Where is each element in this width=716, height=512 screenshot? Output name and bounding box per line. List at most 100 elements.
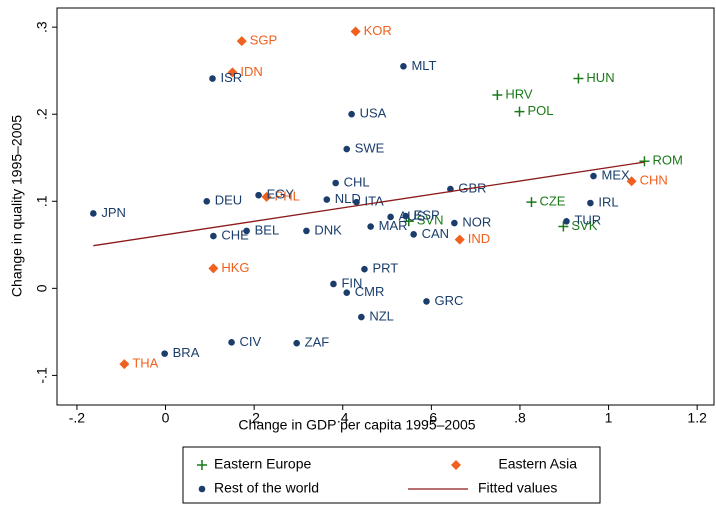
legend-symbol bbox=[197, 460, 207, 470]
point-label: DNK bbox=[314, 222, 342, 237]
point-label: BRA bbox=[173, 345, 200, 360]
point-label: CIV bbox=[240, 334, 262, 349]
point bbox=[573, 73, 584, 84]
point bbox=[387, 213, 394, 221]
point-label: IRL bbox=[598, 194, 618, 209]
point bbox=[255, 191, 262, 199]
point bbox=[410, 231, 417, 238]
y-tick-label: 0 bbox=[34, 284, 50, 292]
point-label: ITA bbox=[364, 194, 384, 209]
point-label: BEL bbox=[255, 222, 280, 237]
point bbox=[451, 219, 458, 227]
legend-symbol bbox=[198, 485, 206, 493]
point bbox=[558, 221, 569, 232]
point-label: IDN bbox=[240, 64, 262, 79]
legend-label: Eastern Asia bbox=[498, 456, 577, 472]
point bbox=[367, 223, 374, 230]
point bbox=[590, 172, 597, 180]
point-label: HKG bbox=[221, 260, 249, 275]
plot-frame bbox=[56, 7, 715, 406]
point bbox=[361, 265, 368, 273]
point bbox=[423, 298, 430, 305]
point bbox=[208, 263, 219, 274]
point-label: CHL bbox=[344, 174, 370, 189]
point-label: AUS bbox=[399, 208, 426, 223]
x-tick-label: 1.2 bbox=[687, 410, 707, 426]
point bbox=[343, 289, 351, 296]
point-label: NZL bbox=[369, 309, 394, 324]
x-tick-label: .4 bbox=[337, 410, 349, 426]
point-label: CHE bbox=[221, 228, 249, 243]
y-tick-label: .1 bbox=[34, 195, 50, 207]
y-tick-label: .2 bbox=[34, 108, 50, 120]
point bbox=[639, 156, 650, 167]
y-tick-label: .3 bbox=[34, 21, 50, 33]
point bbox=[403, 216, 414, 227]
fit-line bbox=[93, 161, 645, 247]
legend-label: Rest of the world bbox=[214, 480, 319, 496]
point bbox=[323, 196, 331, 203]
point-label: SVN bbox=[417, 213, 444, 228]
x-tick-label: 0 bbox=[162, 410, 170, 426]
point bbox=[454, 234, 465, 245]
point-label: JPN bbox=[101, 205, 126, 220]
x-tick-label: 1 bbox=[605, 410, 613, 426]
x-axis-title: Change in GDP per capita 1995–2005 bbox=[238, 417, 475, 433]
point bbox=[587, 199, 594, 207]
point-label: USA bbox=[360, 106, 387, 121]
point-label: CHN bbox=[640, 173, 668, 188]
point-label: IND bbox=[468, 231, 490, 246]
point bbox=[228, 339, 235, 346]
point bbox=[119, 359, 130, 370]
point-label: THA bbox=[132, 356, 158, 371]
point-label: SWE bbox=[355, 140, 385, 155]
point-label: SVK bbox=[571, 218, 597, 233]
point-label: FIN bbox=[341, 275, 362, 290]
x-tick-label: .2 bbox=[248, 410, 260, 426]
point bbox=[203, 197, 211, 205]
point bbox=[210, 232, 217, 240]
point bbox=[526, 197, 537, 208]
x-tick-label: .8 bbox=[514, 410, 526, 426]
point-label: HRV bbox=[505, 86, 533, 101]
point bbox=[358, 313, 365, 321]
point-label: CAN bbox=[422, 226, 449, 241]
point bbox=[243, 227, 250, 235]
point bbox=[161, 350, 168, 357]
point bbox=[209, 75, 216, 82]
point-label: KOR bbox=[364, 23, 392, 38]
point-label: TUR bbox=[574, 213, 601, 228]
point bbox=[303, 227, 310, 235]
legend-symbol bbox=[451, 460, 461, 470]
point-label: MAR bbox=[379, 218, 408, 233]
point-label: DEU bbox=[215, 193, 242, 208]
point-label: CZE bbox=[539, 194, 565, 209]
point-label: NOR bbox=[462, 214, 491, 229]
point bbox=[332, 179, 339, 187]
point bbox=[514, 106, 525, 117]
y-axis-title: Change in quality 1995–2005 bbox=[9, 115, 25, 297]
point-label: EGY bbox=[267, 187, 295, 202]
point bbox=[348, 110, 355, 118]
point bbox=[330, 280, 337, 288]
point bbox=[402, 212, 409, 220]
point-label: MLT bbox=[411, 58, 436, 73]
legend-label: Fitted values bbox=[478, 480, 557, 496]
point bbox=[236, 36, 247, 47]
point-label: GRC bbox=[434, 293, 463, 308]
x-tick-label: .6 bbox=[426, 410, 438, 426]
point-label: ROM bbox=[652, 153, 682, 168]
point-label: POL bbox=[528, 103, 554, 118]
legend bbox=[182, 446, 601, 504]
point-label: SGP bbox=[250, 33, 277, 48]
point bbox=[400, 63, 407, 70]
point bbox=[563, 218, 570, 225]
point-label: ISR bbox=[221, 70, 243, 85]
y-tick-label: -.1 bbox=[34, 367, 50, 384]
point-label: ESP bbox=[414, 208, 440, 223]
legend-label: Eastern Europe bbox=[214, 456, 311, 472]
point bbox=[343, 145, 351, 153]
point-label: MEX bbox=[601, 167, 630, 182]
point-label: PRT bbox=[372, 261, 398, 276]
